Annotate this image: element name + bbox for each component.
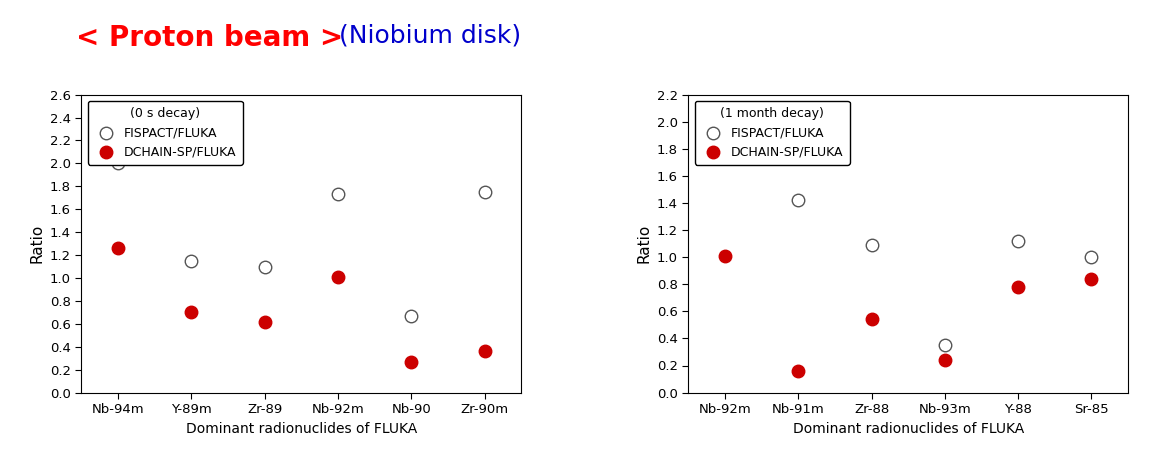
Y-axis label: Ratio: Ratio [29,224,44,263]
DCHAIN-SP/FLUKA [715,252,734,260]
Legend: FISPACT/FLUKA, DCHAIN-SP/FLUKA: FISPACT/FLUKA, DCHAIN-SP/FLUKA [694,101,849,165]
DCHAIN-SP/FLUKA [329,273,348,280]
X-axis label: Dominant radionuclides of FLUKA: Dominant radionuclides of FLUKA [793,421,1023,436]
Legend: FISPACT/FLUKA, DCHAIN-SP/FLUKA: FISPACT/FLUKA, DCHAIN-SP/FLUKA [87,101,243,165]
FISPACT/FLUKA [789,196,807,204]
DCHAIN-SP/FLUKA [402,358,421,366]
DCHAIN-SP/FLUKA [1082,275,1100,282]
FISPACT/FLUKA [329,191,348,198]
FISPACT/FLUKA [1082,254,1100,261]
DCHAIN-SP/FLUKA [256,318,274,325]
X-axis label: Dominant radionuclides of FLUKA: Dominant radionuclides of FLUKA [186,421,416,436]
DCHAIN-SP/FLUKA [476,348,494,355]
DCHAIN-SP/FLUKA [789,367,807,375]
FISPACT/FLUKA [1008,237,1027,245]
FISPACT/FLUKA [715,155,734,162]
Text: < Proton beam >: < Proton beam > [76,24,343,52]
FISPACT/FLUKA [183,257,201,264]
Text: (Niobium disk): (Niobium disk) [340,24,521,48]
FISPACT/FLUKA [256,263,274,270]
FISPACT/FLUKA [862,241,880,249]
DCHAIN-SP/FLUKA [109,245,128,252]
FISPACT/FLUKA [402,312,421,320]
DCHAIN-SP/FLUKA [1008,283,1027,291]
FISPACT/FLUKA [935,342,954,349]
Y-axis label: Ratio: Ratio [636,224,651,263]
DCHAIN-SP/FLUKA [862,315,880,323]
DCHAIN-SP/FLUKA [183,308,201,316]
FISPACT/FLUKA [476,188,494,196]
DCHAIN-SP/FLUKA [935,356,954,364]
FISPACT/FLUKA [109,159,128,167]
